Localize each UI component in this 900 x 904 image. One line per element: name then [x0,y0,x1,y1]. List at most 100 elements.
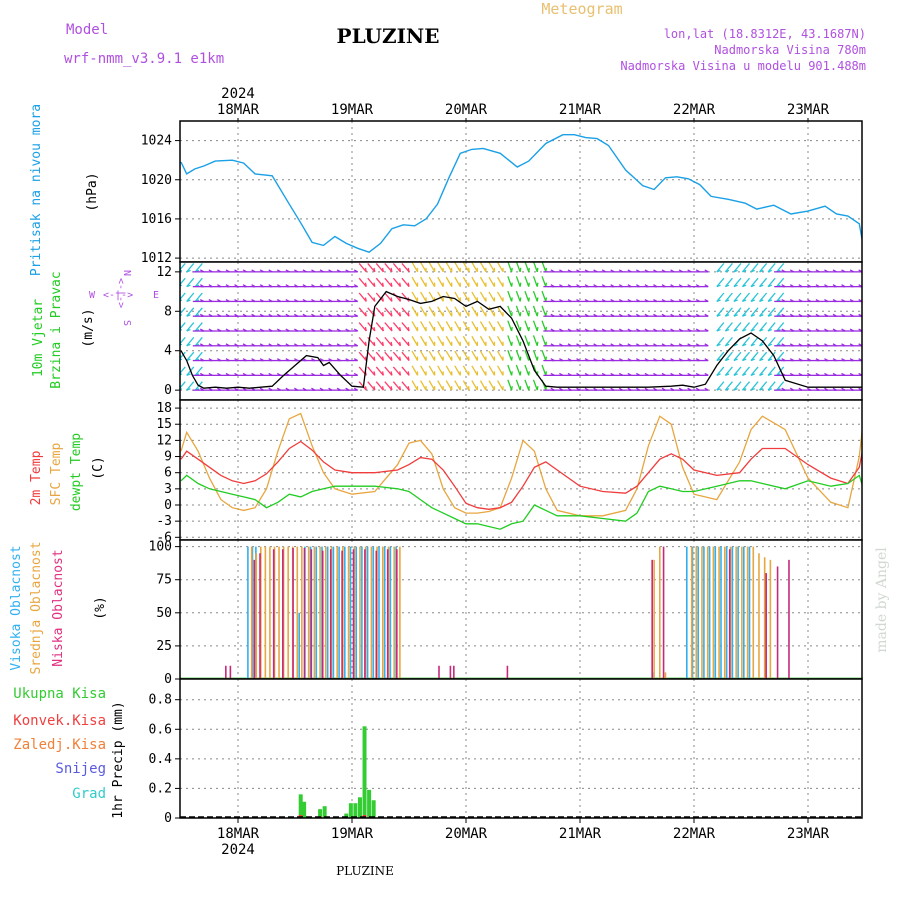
temp-ytick-label: 9 [164,450,172,465]
wind-arrow-head [400,312,401,316]
compass-s: S [121,320,132,326]
wind-arrow-head [408,312,409,316]
wind-arrow-head [537,312,538,316]
model-altitude-text: Nadmorska Visina u modelu 901.488m [620,59,866,73]
wind-arrow-head [374,371,375,375]
wind-arrow-head [391,327,392,331]
total-rain-bar [358,797,362,818]
legend-convective-rain: Konvek.Kisa [13,713,106,729]
total-rain-bar [363,726,367,818]
wind-arrow-head [512,342,513,346]
pressure-ytick-label: 1016 [141,212,172,227]
wind-arrow-head [374,386,375,390]
altitude-text: Nadmorska Visina 780m [714,43,866,57]
wind-arrow-head [520,297,521,301]
wind-arrow-head [170,374,174,375]
wind-arrow-head [365,386,366,390]
wind-arrow-head [383,357,384,361]
wind-arrow-head [365,327,366,331]
wind-arrow-head [408,357,409,361]
wind-arrow-head [383,283,384,287]
wind-arrow-head [374,268,375,272]
temp-unit: (C) [91,456,106,479]
wind-arrow-head [365,298,366,302]
compass-n: N [121,270,132,276]
wind-arrow-head [391,268,392,272]
wind-arrow-head [400,327,401,331]
legend-snow: Snijeg [55,761,106,777]
wind-arrow-head [520,386,521,390]
wind-arrow-head [867,285,871,287]
top-date-label: 19MAR [331,102,374,118]
wind-arrow [170,293,177,301]
wind-arrow-head [529,283,530,287]
bottom-date-label: 23MAR [787,826,830,842]
total-rain-bar [367,790,371,818]
temp-ylabel-2m: 2m Temp [29,450,44,505]
temp-ytick-label: 18 [156,401,172,416]
wind-arrow-head [537,297,538,301]
model-name: wrf-nmm_v3.9.1 e1km [64,51,224,67]
wind-arrow-head [374,283,375,287]
cloud-ytick-label: 50 [156,606,172,621]
wind-arrow-head [512,327,513,331]
wind-arrow-head [400,283,401,287]
temp-plot-area [180,400,862,540]
bottom-date-label: 22MAR [673,826,716,842]
pressure-ytick-label: 1020 [141,173,172,188]
wind-arrow [170,367,177,375]
wind-arrow-head [374,298,375,302]
bottom-date-label: 21MAR [559,826,602,842]
wind-arrow-head [400,298,401,302]
wind-unit: (m/s) [81,308,96,347]
cloud-ylabel-low: Niska Oblacnost [51,549,66,666]
temp-ytick-label: 6 [164,466,172,481]
temp-ylabel-sfc: SFC Temp [49,443,64,506]
wind-arrow-head [529,327,530,331]
compass-w: W [89,290,96,301]
legend-graupel: Grad [72,786,106,802]
compass-e: E [153,290,159,301]
cloud-ytick-label: 25 [156,639,172,654]
wind-arrow-head [520,342,521,346]
wind-arrow-head [520,327,521,331]
precip-ylabel: 1hr Precip (mm) [111,701,126,818]
temp-ytick-label: 15 [156,417,172,432]
bottom-year-label: 2024 [221,842,255,858]
wind-arrow-head [512,371,513,375]
wind-arrow-head [170,300,174,301]
wind-arrow-head [383,386,384,390]
cloud-ylabel-mid: Srednja Oblacnost [29,541,44,674]
bottom-date-label: 19MAR [331,826,374,842]
precip-ytick-label: 0.6 [149,722,172,737]
wind-ylabel-1: 10m Vjetar [31,299,46,377]
wind-arrow-head [537,327,538,331]
wind-arrow-head [529,342,530,346]
wind-arrow-head [408,371,409,375]
temp-ylabel-dewpt: dewpt Temp [69,433,84,511]
wind-arrow-head [537,283,538,287]
meteogram-label: Meteogram [541,0,622,18]
wind-arrow [170,323,177,331]
wind-arrow-head [391,298,392,302]
top-date-label: 20MAR [445,102,488,118]
bottom-date-label: 18MAR [217,826,260,842]
wind-arrow-head [391,342,392,346]
wind-arrow-head [867,270,871,272]
wind-arrow-head [537,386,538,390]
wind-arrow-head [512,283,513,287]
wind-arrow-head [529,268,530,272]
wind-arrow-head [537,268,538,272]
credit-watermark: made by Angel [874,547,890,653]
wind-arrow-head [170,285,174,286]
top-date-label: 21MAR [559,102,602,118]
wind-arrow-head [170,330,174,331]
top-date-label: 18MAR [217,102,260,118]
wind-arrow-head [867,359,871,361]
total-rain-bar [299,794,303,818]
wind-ytick-label: 8 [164,304,172,319]
wind-arrow-head [374,327,375,331]
